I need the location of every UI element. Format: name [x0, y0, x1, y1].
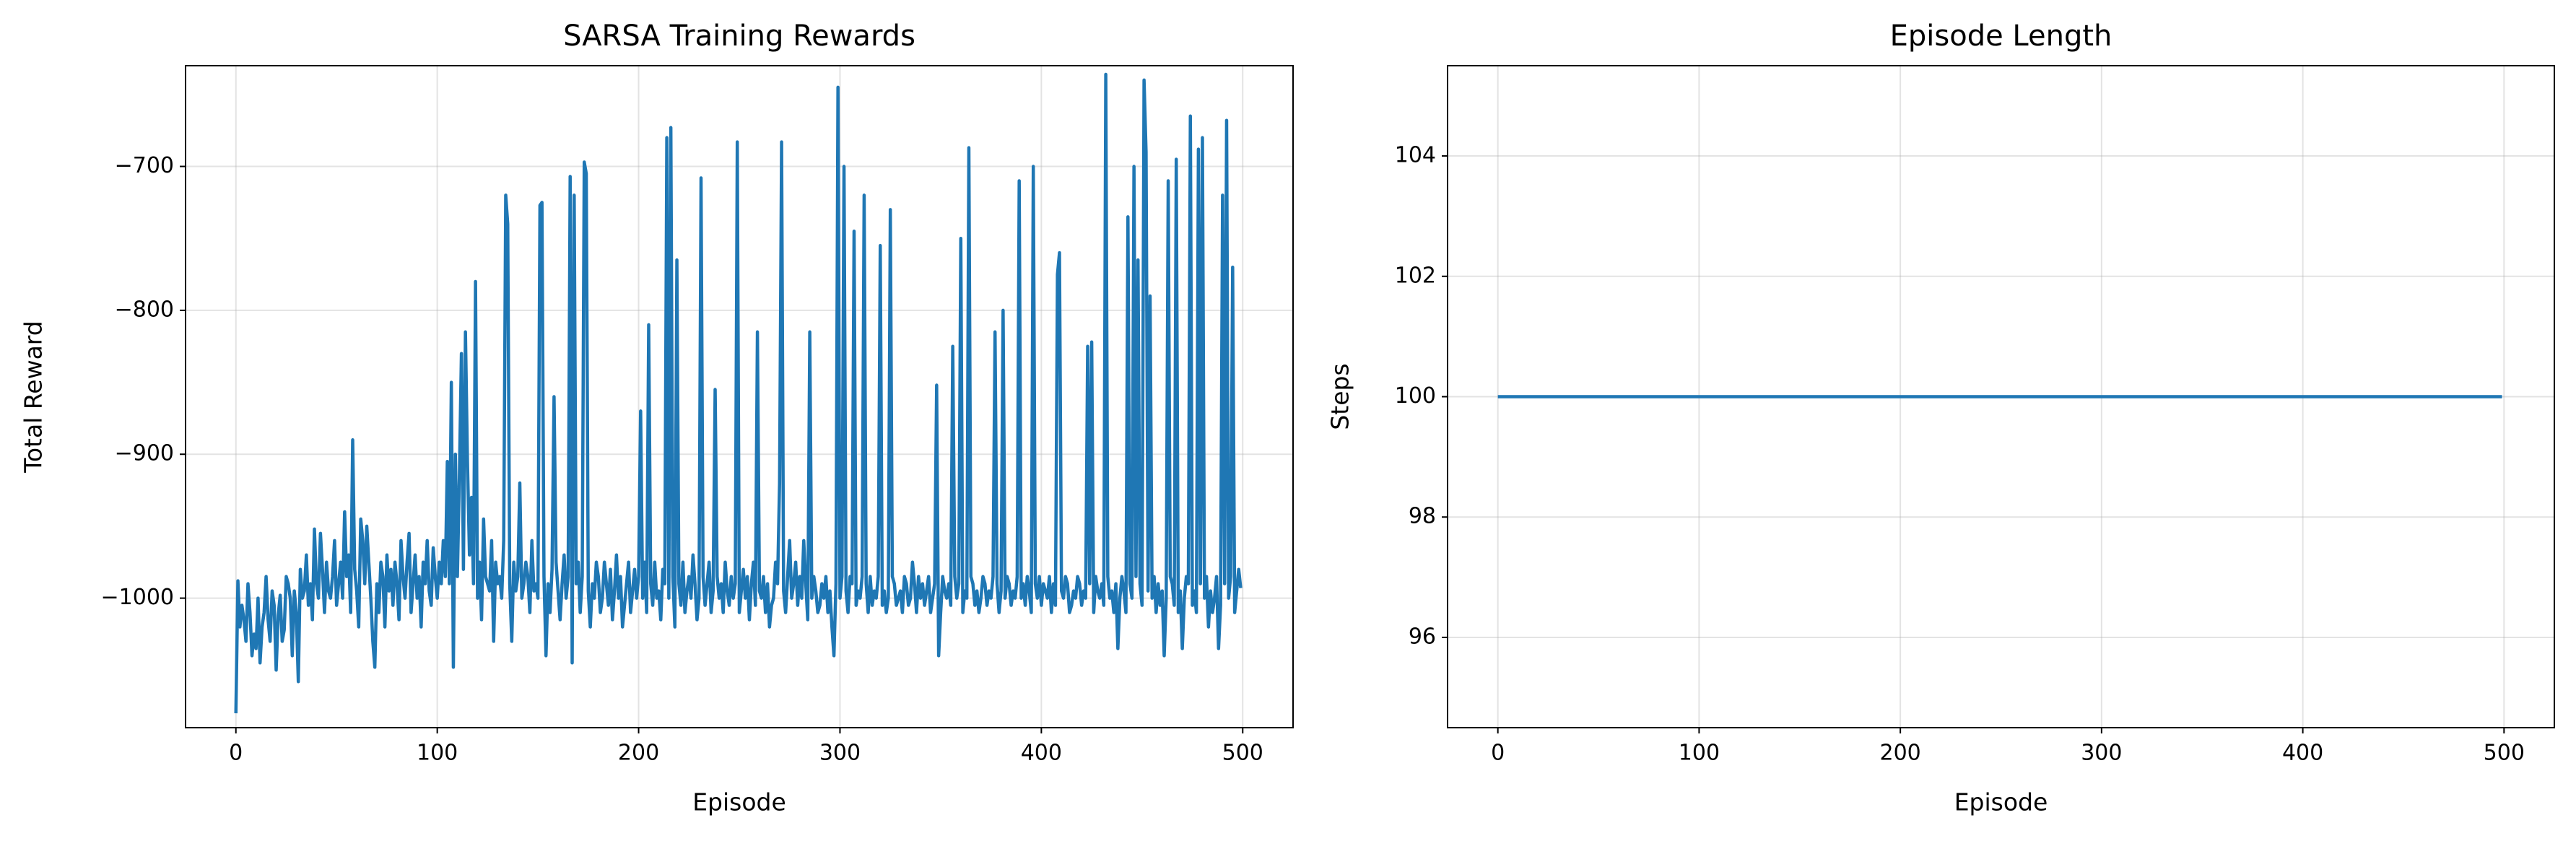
x-tick-label: 0 — [229, 741, 243, 766]
x-tick-label: 300 — [2081, 741, 2122, 766]
x-tick-label: 300 — [819, 741, 861, 766]
x-tick-label: 100 — [1679, 741, 1720, 766]
chart-title: Episode Length — [1890, 19, 2112, 53]
y-tick-label: −900 — [115, 441, 174, 466]
x-axis-label: Episode — [692, 788, 786, 816]
chart-title: SARSA Training Rewards — [563, 19, 915, 53]
y-tick-label: −1000 — [101, 585, 174, 610]
x-tick-label: 500 — [1222, 741, 1263, 766]
y-tick-label: −700 — [115, 153, 174, 178]
x-tick-label: 200 — [1880, 741, 1921, 766]
y-axis-label: Total Reward — [19, 321, 48, 473]
x-tick-label: 400 — [2282, 741, 2323, 766]
x-tick-label: 200 — [618, 741, 659, 766]
x-tick-label: 400 — [1021, 741, 1062, 766]
y-axis-label: Steps — [1326, 363, 1354, 430]
y-tick-label: −800 — [115, 297, 174, 322]
x-tick-label: 100 — [417, 741, 458, 766]
axes-frame — [1447, 65, 2555, 728]
axes-frame — [185, 65, 1294, 728]
x-tick-label: 0 — [1491, 741, 1505, 766]
y-tick-label: 96 — [1409, 624, 1436, 649]
y-tick-label: 102 — [1395, 263, 1436, 288]
x-tick-label: 500 — [2484, 741, 2525, 766]
y-tick-label: 100 — [1395, 383, 1436, 409]
data-line — [234, 72, 1243, 714]
y-tick-label: 104 — [1395, 143, 1436, 168]
y-tick-label: 98 — [1409, 504, 1436, 529]
x-axis-label: Episode — [1954, 788, 2048, 816]
